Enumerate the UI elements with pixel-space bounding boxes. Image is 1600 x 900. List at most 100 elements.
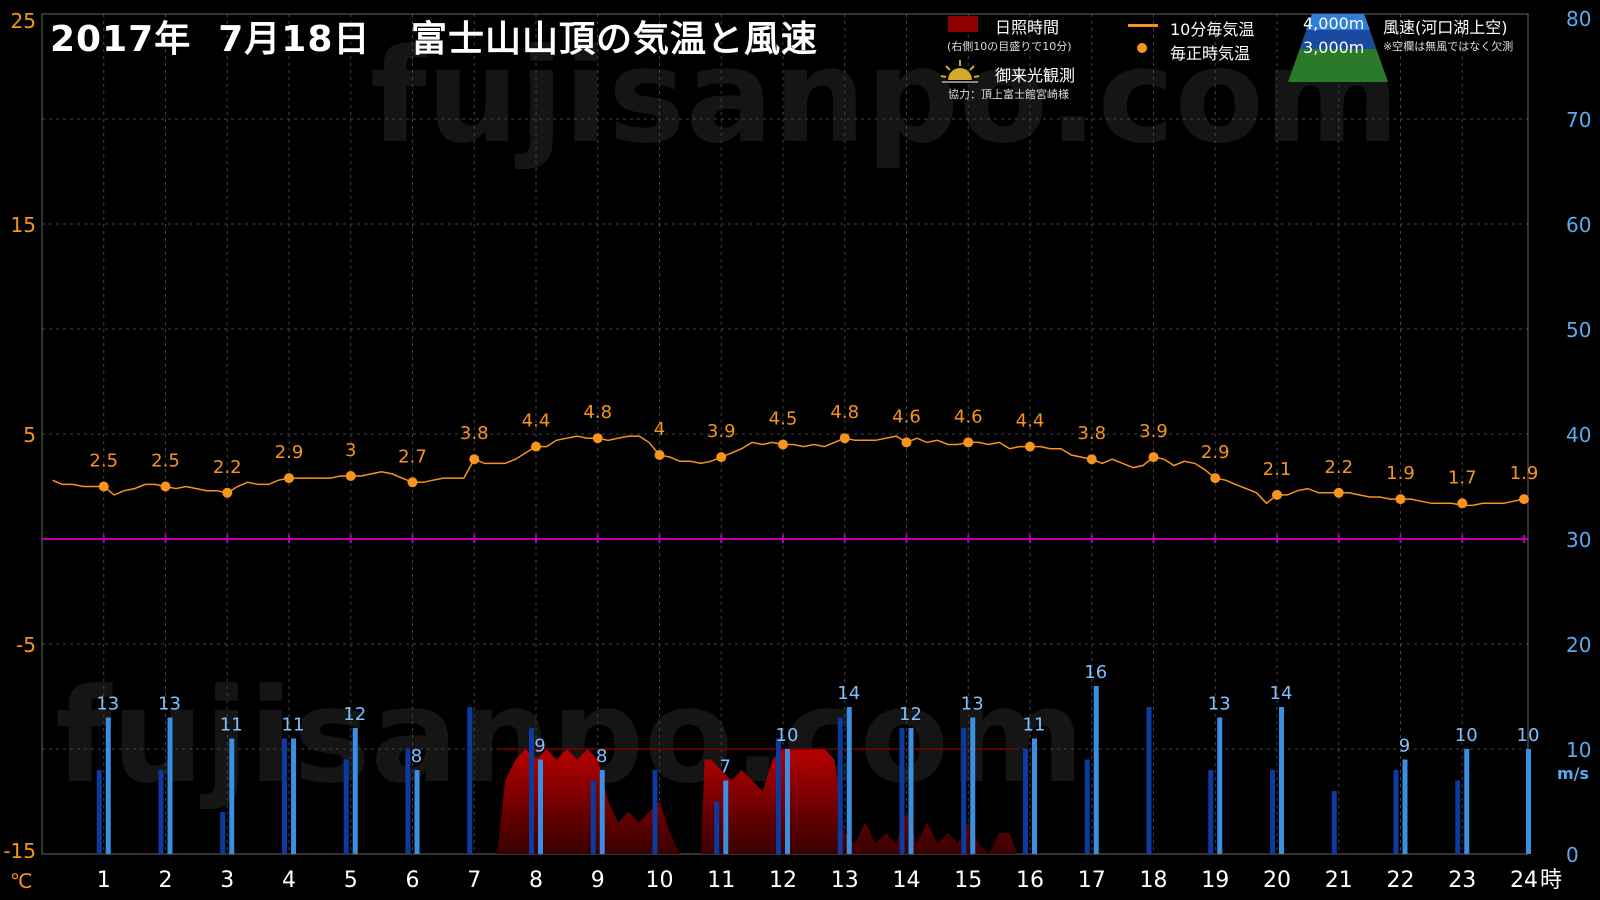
hourly-temperature-label: 4 <box>654 419 665 440</box>
hourly-temperature-point <box>222 487 233 498</box>
hourly-temperature-label: 1.7 <box>1448 467 1477 488</box>
hourly-temperature-point <box>778 439 788 450</box>
wind-bar-3000m <box>158 770 164 854</box>
left-tick-label: -5 <box>16 633 36 657</box>
wind-label-4000m: 8 <box>596 746 607 767</box>
hourly-temperature-label: 2.7 <box>398 446 427 467</box>
right-tick-label: 80 <box>1566 7 1591 31</box>
x-unit-label: 時 <box>1540 868 1562 893</box>
hourly-temperature-label: 3.9 <box>707 421 736 442</box>
wind-label-4000m: 13 <box>96 694 119 715</box>
grid <box>41 13 1529 855</box>
x-tick-label: 8 <box>529 868 543 893</box>
right-tick-label: 50 <box>1566 318 1591 342</box>
hourly-temperature-point <box>469 454 480 465</box>
temp-hourly-legend-label: 毎正時気温 <box>1170 44 1251 63</box>
hourly-temperature-point <box>345 471 356 481</box>
wind-bar-4000m <box>785 749 790 854</box>
wind-bar-3000m <box>1270 770 1275 854</box>
left-tick-label: -15 <box>3 839 36 863</box>
wind-label-4000m: 10 <box>776 725 799 746</box>
hourly-temperature-label: 2.2 <box>213 457 242 478</box>
x-tick-label: 22 <box>1387 868 1415 893</box>
axes-group: 1 2 3 4 5 6 7 8 9 10 11 12 13 14 15 16 17 18 19 20 21 22 23 24 時… <box>3 7 1591 893</box>
wind-bar-4000m <box>1217 717 1223 854</box>
wind-bar-3000m <box>1455 780 1461 854</box>
wind-bar-4000m <box>1464 749 1470 854</box>
wind-bar-3000m <box>1084 759 1090 854</box>
x-tick-label: 19 <box>1201 868 1229 893</box>
wind-bar-3000m <box>1331 791 1337 854</box>
wind-bar-4000m <box>723 780 729 854</box>
hourly-temperature-point <box>1333 487 1344 498</box>
x-tick-label: 11 <box>707 868 735 893</box>
hourly-temperature-point <box>284 473 294 484</box>
right-tick-label: 10 <box>1566 738 1591 762</box>
wind-label-4000m: 12 <box>343 704 366 725</box>
sunshine-legend-note: (右側10の目盛りで10分) <box>947 40 1072 53</box>
x-tick-label: 16 <box>1016 868 1044 893</box>
hourly-temperature-label: 2.2 <box>1324 457 1353 478</box>
temp10-legend-swatch <box>1128 24 1158 27</box>
hourly-temperature-label: 1.9 <box>1510 463 1539 484</box>
wind-bar-4000m <box>1402 759 1408 854</box>
wind-label-4000m: 14 <box>1270 683 1293 704</box>
temp-hourly-legend-swatch <box>1137 43 1147 53</box>
x-tick-label: 24 <box>1510 868 1538 893</box>
hourly-temperature-point <box>1272 489 1282 500</box>
mountain-icon <box>1288 14 1388 82</box>
wind-label-4000m: 14 <box>837 683 860 704</box>
hourly-temperature-point <box>963 437 974 448</box>
x-tick-label: 10 <box>646 868 674 893</box>
wind-bar-3000m <box>467 707 473 854</box>
wind-bar-4000m <box>229 738 235 854</box>
hourly-temperature-point <box>160 481 171 492</box>
hourly-temperature-point <box>716 452 727 463</box>
wind-bar-4000m <box>291 738 296 854</box>
hourly-temperature-point <box>1519 494 1529 505</box>
hourly-temperature-label: 1.9 <box>1386 463 1415 484</box>
hourly-temperature-label: 4.4 <box>1016 411 1045 432</box>
wind-bar-4000m <box>105 717 111 854</box>
left-unit-label: ℃ <box>10 869 32 893</box>
wind-bar-3000m <box>1023 749 1028 854</box>
wind-bar-4000m <box>1279 707 1284 854</box>
wind-legend-note: ※空欄は無風ではなく欠測 <box>1383 40 1514 53</box>
x-tick-label: 9 <box>591 868 605 893</box>
hourly-temperature-point <box>901 437 912 448</box>
credit-text: 協力：頂上富士館宮崎様 <box>948 88 1069 101</box>
x-tick-label: 12 <box>769 868 797 893</box>
wind-label-4000m: 16 <box>1084 662 1107 683</box>
temp10-legend-label: 10分毎気温 <box>1170 20 1255 39</box>
x-tick-label: 18 <box>1140 868 1168 893</box>
wind-bars-group: 13 13 11 11 12 8 9 8 7 10 14 12 13 11 16 13 14 9 10 10 <box>96 662 1539 854</box>
wind-label-4000m: 11 <box>220 715 243 736</box>
wind-label-4000m: 11 <box>1023 715 1046 736</box>
wind-label-4000m: 9 <box>534 736 545 757</box>
x-tick-label: 1 <box>97 868 111 893</box>
hourly-temperature-point <box>98 481 109 492</box>
wind-bar-3000m <box>1393 770 1399 854</box>
wind-bar-3000m <box>1146 707 1152 854</box>
wind-bar-3000m <box>343 759 349 854</box>
x-tick-label: 20 <box>1263 868 1291 893</box>
wind-label-4000m: 13 <box>158 694 181 715</box>
wind-bar-3000m <box>1208 770 1214 854</box>
hourly-temperature-point <box>1148 452 1159 463</box>
hourly-temperature-point <box>531 441 541 452</box>
hourly-temperature-label: 3.8 <box>1077 423 1106 444</box>
wind-bar-3000m <box>714 801 720 854</box>
x-tick-label: 15 <box>954 868 982 893</box>
wind-bar-3000m <box>899 728 905 854</box>
sunshine-area-group <box>497 748 1018 854</box>
x-tick-label: 3 <box>220 868 234 893</box>
hourly-temperature-label: 4.6 <box>892 406 921 427</box>
wind-label-4000m: 8 <box>411 746 422 767</box>
sunshine-area <box>497 749 1018 854</box>
right-tick-label: 30 <box>1566 528 1591 552</box>
hourly-temperature-point <box>407 477 418 488</box>
hourly-temperature-label: 2.5 <box>151 451 180 472</box>
right-tick-label: 20 <box>1566 633 1591 657</box>
wind-label-4000m: 7 <box>720 757 731 778</box>
wind-label-4000m: 10 <box>1517 725 1540 746</box>
